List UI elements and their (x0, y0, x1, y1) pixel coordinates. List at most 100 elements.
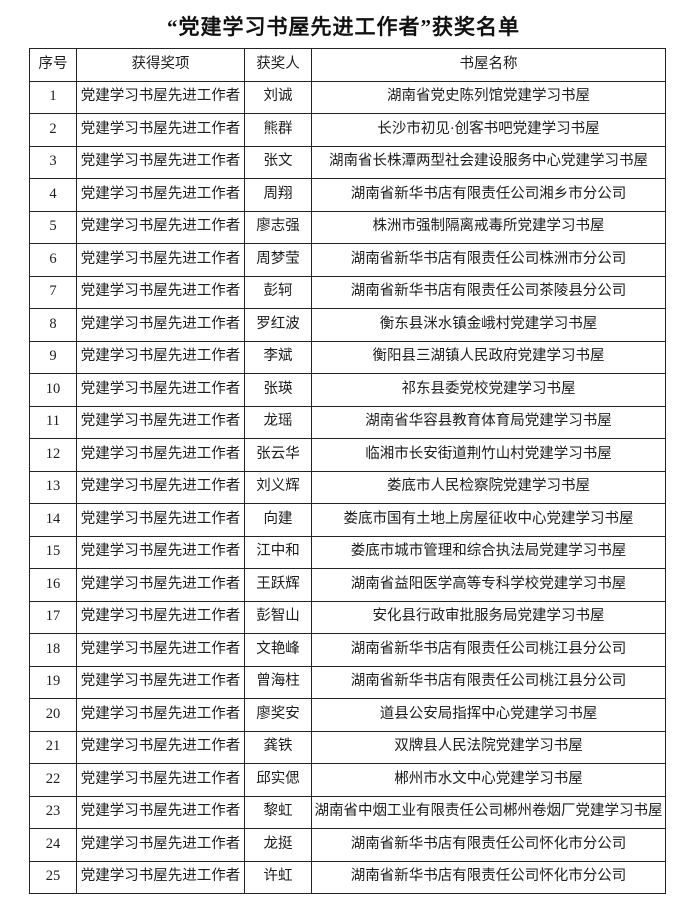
cell-winner: 文艳峰 (244, 633, 312, 667)
table-row: 13 党建学习书屋先进工作者 刘义辉 娄底市人民检察院党建学习书屋 (29, 470, 666, 504)
table-row: 19 党建学习书屋先进工作者 曾海柱 湖南省新华书店有限责任公司桃江县分公司 (29, 665, 666, 699)
cell-no: 25 (29, 860, 77, 894)
table-row: 4 党建学习书屋先进工作者 周翔 湖南省新华书店有限责任公司湘乡市分公司 (29, 178, 666, 212)
cell-award: 党建学习书屋先进工作者 (76, 145, 245, 179)
table-header-row: 序号 获得奖项 获奖人 书屋名称 (29, 48, 666, 82)
cell-award: 党建学习书屋先进工作者 (76, 405, 245, 439)
table-row: 3 党建学习书屋先进工作者 张文 湖南省长株潭两型社会建设服务中心党建学习书屋 (29, 145, 666, 179)
cell-shuwu: 湖南省新华书店有限责任公司桃江县分公司 (311, 665, 666, 699)
cell-shuwu: 娄底市人民检察院党建学习书屋 (311, 470, 666, 504)
cell-no: 12 (29, 438, 77, 472)
cell-no: 8 (29, 308, 77, 342)
cell-award: 党建学习书屋先进工作者 (76, 80, 245, 114)
cell-no: 18 (29, 633, 77, 667)
cell-award: 党建学习书屋先进工作者 (76, 340, 245, 374)
table-row: 25 党建学习书屋先进工作者 许虹 湖南省新华书店有限责任公司怀化市分公司 (29, 860, 666, 894)
table-row: 11 党建学习书屋先进工作者 龙瑶 湖南省华容县教育体育局党建学习书屋 (29, 405, 666, 439)
cell-winner: 周梦莹 (244, 243, 312, 277)
cell-no: 14 (29, 503, 77, 537)
cell-award: 党建学习书屋先进工作者 (76, 113, 245, 147)
table-row: 16 党建学习书屋先进工作者 王跃辉 湖南省益阳医学高等专科学校党建学习书屋 (29, 568, 666, 602)
cell-award: 党建学习书屋先进工作者 (76, 210, 245, 244)
cell-shuwu: 湖南省新华书店有限责任公司桃江县分公司 (311, 633, 666, 667)
cell-winner: 向建 (244, 503, 312, 537)
cell-award: 党建学习书屋先进工作者 (76, 568, 245, 602)
table-row: 24 党建学习书屋先进工作者 龙挺 湖南省新华书店有限责任公司怀化市分公司 (29, 828, 666, 862)
cell-shuwu: 湖南省新华书店有限责任公司湘乡市分公司 (311, 178, 666, 212)
cell-award: 党建学习书屋先进工作者 (76, 665, 245, 699)
cell-shuwu: 湖南省新华书店有限责任公司怀化市分公司 (311, 860, 666, 894)
cell-no: 10 (29, 373, 77, 407)
cell-winner: 廖奖安 (244, 698, 312, 732)
cell-winner: 周翔 (244, 178, 312, 212)
cell-winner: 熊群 (244, 113, 312, 147)
cell-no: 13 (29, 470, 77, 504)
column-header-shuwu: 书屋名称 (311, 48, 666, 82)
cell-winner: 龙瑶 (244, 405, 312, 439)
table-row: 2 党建学习书屋先进工作者 熊群 长沙市初见·创客书吧党建学习书屋 (29, 113, 666, 147)
cell-shuwu: 湖南省长株潭两型社会建设服务中心党建学习书屋 (311, 145, 666, 179)
cell-shuwu: 湖南省中烟工业有限责任公司郴州卷烟厂党建学习书屋 (311, 795, 666, 829)
cell-no: 1 (29, 80, 77, 114)
cell-award: 党建学习书屋先进工作者 (76, 763, 245, 797)
cell-no: 21 (29, 730, 77, 764)
cell-shuwu: 湖南省新华书店有限责任公司茶陵县分公司 (311, 275, 666, 309)
table-row: 22 党建学习书屋先进工作者 邱实偲 郴州市水文中心党建学习书屋 (29, 763, 666, 797)
cell-shuwu: 安化县行政审批服务局党建学习书屋 (311, 600, 666, 634)
cell-winner: 黎虹 (244, 795, 312, 829)
cell-award: 党建学习书屋先进工作者 (76, 503, 245, 537)
table-row: 17 党建学习书屋先进工作者 彭智山 安化县行政审批服务局党建学习书屋 (29, 600, 666, 634)
cell-award: 党建学习书屋先进工作者 (76, 308, 245, 342)
cell-shuwu: 临湘市长安街道荆竹山村党建学习书屋 (311, 438, 666, 472)
cell-shuwu: 长沙市初见·创客书吧党建学习书屋 (311, 113, 666, 147)
cell-winner: 张云华 (244, 438, 312, 472)
cell-no: 22 (29, 763, 77, 797)
table-row: 12 党建学习书屋先进工作者 张云华 临湘市长安街道荆竹山村党建学习书屋 (29, 438, 666, 472)
cell-winner: 李斌 (244, 340, 312, 374)
cell-award: 党建学习书屋先进工作者 (76, 698, 245, 732)
cell-winner: 龙挺 (244, 828, 312, 862)
cell-shuwu: 湖南省华容县教育体育局党建学习书屋 (311, 405, 666, 439)
cell-no: 16 (29, 568, 77, 602)
cell-shuwu: 祁东县委党校党建学习书屋 (311, 373, 666, 407)
cell-shuwu: 湖南省党史陈列馆党建学习书屋 (311, 80, 666, 114)
column-header-award: 获得奖项 (76, 48, 245, 82)
cell-shuwu: 衡阳县三湖镇人民政府党建学习书屋 (311, 340, 666, 374)
cell-no: 15 (29, 535, 77, 569)
cell-award: 党建学习书屋先进工作者 (76, 438, 245, 472)
column-header-no: 序号 (29, 48, 77, 82)
cell-winner: 罗红波 (244, 308, 312, 342)
table-body: 1 党建学习书屋先进工作者 刘诚 湖南省党史陈列馆党建学习书屋 2 党建学习书屋… (29, 80, 666, 894)
cell-shuwu: 衡东县洣水镇金峨村党建学习书屋 (311, 308, 666, 342)
cell-award: 党建学习书屋先进工作者 (76, 633, 245, 667)
cell-shuwu: 株洲市强制隔离戒毒所党建学习书屋 (311, 210, 666, 244)
cell-winner: 彭轲 (244, 275, 312, 309)
awards-table: 序号 获得奖项 获奖人 书屋名称 1 党建学习书屋先进工作者 刘诚 湖南省党史陈… (29, 48, 666, 894)
cell-winner: 彭智山 (244, 600, 312, 634)
table-row: 10 党建学习书屋先进工作者 张瑛 祁东县委党校党建学习书屋 (29, 373, 666, 407)
cell-shuwu: 郴州市水文中心党建学习书屋 (311, 763, 666, 797)
cell-no: 24 (29, 828, 77, 862)
cell-winner: 江中和 (244, 535, 312, 569)
cell-award: 党建学习书屋先进工作者 (76, 373, 245, 407)
cell-award: 党建学习书屋先进工作者 (76, 600, 245, 634)
cell-winner: 廖志强 (244, 210, 312, 244)
cell-no: 19 (29, 665, 77, 699)
cell-no: 6 (29, 243, 77, 277)
cell-no: 2 (29, 113, 77, 147)
table-row: 8 党建学习书屋先进工作者 罗红波 衡东县洣水镇金峨村党建学习书屋 (29, 308, 666, 342)
table-row: 6 党建学习书屋先进工作者 周梦莹 湖南省新华书店有限责任公司株洲市分公司 (29, 243, 666, 277)
cell-no: 17 (29, 600, 77, 634)
cell-winner: 张文 (244, 145, 312, 179)
cell-shuwu: 娄底市城市管理和综合执法局党建学习书屋 (311, 535, 666, 569)
page-title: “党建学习书屋先进工作者”获奖名单 (167, 15, 520, 39)
cell-shuwu: 湖南省新华书店有限责任公司怀化市分公司 (311, 828, 666, 862)
table-row: 20 党建学习书屋先进工作者 廖奖安 道县公安局指挥中心党建学习书屋 (29, 698, 666, 732)
table-row: 7 党建学习书屋先进工作者 彭轲 湖南省新华书店有限责任公司茶陵县分公司 (29, 275, 666, 309)
table-row: 18 党建学习书屋先进工作者 文艳峰 湖南省新华书店有限责任公司桃江县分公司 (29, 633, 666, 667)
cell-shuwu: 道县公安局指挥中心党建学习书屋 (311, 698, 666, 732)
cell-award: 党建学习书屋先进工作者 (76, 275, 245, 309)
cell-shuwu: 湖南省新华书店有限责任公司株洲市分公司 (311, 243, 666, 277)
table-row: 1 党建学习书屋先进工作者 刘诚 湖南省党史陈列馆党建学习书屋 (29, 80, 666, 114)
cell-winner: 张瑛 (244, 373, 312, 407)
